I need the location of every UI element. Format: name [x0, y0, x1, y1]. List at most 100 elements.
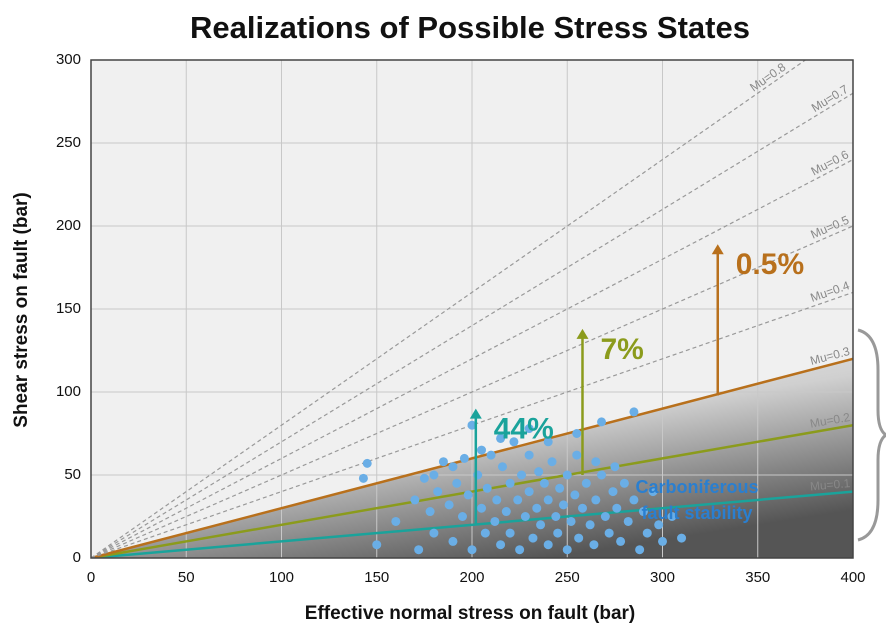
scatter-point — [536, 520, 546, 530]
scatter-point — [497, 462, 507, 472]
x-tick-label: 50 — [178, 569, 195, 586]
scatter-point — [608, 487, 618, 497]
scatter-point — [358, 473, 368, 483]
scatter-point — [467, 545, 477, 555]
y-tick-label: 200 — [56, 217, 81, 234]
scatter-point — [539, 478, 549, 488]
scatter-point — [574, 533, 584, 543]
scatter-point — [562, 470, 572, 480]
scatter-point — [419, 473, 429, 483]
scatter-point — [642, 528, 652, 538]
scatter-point — [589, 540, 599, 550]
chart-title: Realizations of Possible Stress States — [190, 10, 750, 45]
scatter-point — [467, 420, 477, 430]
x-tick-label: 350 — [745, 569, 770, 586]
scatter-point — [486, 450, 496, 460]
plot-layer — [91, 60, 853, 558]
scatter-point — [658, 536, 667, 546]
friction-label: Mu=0.1 — [809, 476, 851, 493]
scatter-point — [410, 495, 420, 505]
scatter-point — [616, 536, 626, 546]
scatter-point — [480, 528, 490, 538]
y-tick-label: 150 — [56, 300, 81, 317]
y-tick-label: 300 — [56, 51, 81, 68]
friction-line — [91, 159, 853, 558]
scatter-point — [372, 540, 382, 550]
scatter-point — [452, 478, 462, 488]
scatter-point — [677, 533, 687, 543]
scatter-point — [619, 478, 629, 488]
scatter-point — [425, 507, 435, 517]
scatter-point — [638, 507, 648, 517]
scatter-point — [534, 467, 544, 477]
scatter-point — [362, 458, 372, 468]
scatter-point — [509, 437, 519, 447]
scatter-point — [477, 503, 487, 513]
scatter-point — [477, 445, 487, 455]
scatter-point — [490, 516, 500, 526]
scatter-point — [433, 487, 443, 497]
scatter-point — [448, 536, 458, 546]
friction-label: Mu=0.2 — [809, 410, 851, 431]
scatter-point — [667, 512, 677, 521]
scatter-point — [520, 512, 530, 521]
scatter-point — [429, 470, 439, 480]
scatter-point — [629, 495, 639, 505]
scatter-point — [623, 516, 633, 526]
x-tick-label: 400 — [840, 569, 865, 586]
scatter-point — [566, 516, 576, 526]
scatter-point — [496, 433, 506, 443]
scatter-point — [524, 450, 534, 460]
scatter-point — [597, 417, 607, 427]
scatter-point — [414, 545, 424, 555]
scatter-point — [532, 503, 542, 513]
scatter-point — [555, 483, 565, 493]
scatter-point — [600, 512, 610, 521]
scatter-point — [457, 512, 467, 521]
arrow-head — [711, 244, 724, 255]
scatter-point — [654, 520, 664, 530]
x-tick-label: 0 — [87, 569, 95, 586]
x-tick-label: 250 — [555, 569, 580, 586]
arrow-label: 44% — [494, 413, 554, 446]
scatter-point — [597, 470, 607, 480]
scatter-point — [448, 462, 458, 472]
x-tick-label: 100 — [269, 569, 294, 586]
arrow-label: 0.5% — [736, 248, 804, 281]
scatter-point — [558, 500, 568, 510]
scatter-point — [543, 437, 553, 447]
y-tick-label: 100 — [56, 383, 81, 400]
friction-line — [91, 357, 853, 558]
y-axis-title: Shear stress on fault (bar) — [11, 192, 32, 427]
scatter-point — [604, 528, 614, 538]
scatter-point — [496, 540, 506, 550]
x-axis-title: Effective normal stress on fault (bar) — [305, 603, 635, 624]
scatter-point — [482, 483, 492, 493]
friction-line — [91, 423, 853, 558]
scatter-point — [572, 429, 582, 438]
scatter-point — [591, 495, 601, 505]
arrow-head — [469, 408, 482, 419]
scatter-point — [524, 424, 534, 434]
x-tick-label: 200 — [459, 569, 484, 586]
scatter-point — [528, 533, 538, 543]
friction-line — [91, 60, 806, 558]
scatter-point — [463, 490, 473, 500]
scatter-point — [551, 512, 561, 521]
scatter-point — [629, 407, 639, 417]
scatter-point — [562, 545, 572, 555]
x-tick-label: 300 — [650, 569, 675, 586]
scatter-point — [524, 487, 534, 497]
scatter-point — [391, 516, 401, 526]
friction-line — [91, 291, 853, 558]
scatter-point — [585, 520, 595, 530]
friction-line — [91, 225, 853, 558]
scatter-point — [543, 495, 553, 505]
scatter-point — [517, 470, 527, 480]
y-tick-label: 250 — [56, 134, 81, 151]
scatter-point — [581, 478, 591, 488]
scatter-point — [570, 490, 580, 500]
arrow-head — [576, 328, 589, 339]
scatter-point — [513, 495, 523, 505]
